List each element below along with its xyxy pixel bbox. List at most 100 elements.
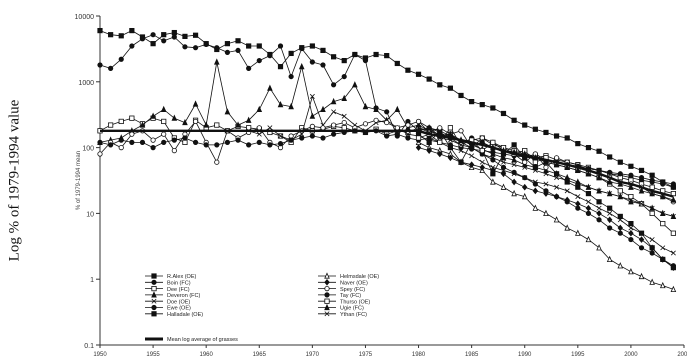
legend-label: Halladale (OE) [167,312,203,318]
data-point [628,236,634,243]
data-point [553,133,560,139]
data-point [628,172,634,178]
data-point [617,171,623,177]
data-point [500,170,507,178]
data-point [384,109,390,115]
data-point [320,135,326,141]
data-point [628,268,634,275]
data-point [151,285,157,292]
data-point [596,167,602,174]
legend-item: Doe (OE) [145,298,190,305]
data-point [324,278,330,286]
data-point [129,43,135,49]
data-point [617,230,623,236]
data-point [628,183,634,190]
data-point [564,163,571,171]
data-point [660,179,666,185]
data-point [564,196,570,204]
data-point [511,178,517,186]
inner-y-axis-label: % of 1979-1994 mean [76,151,82,210]
data-point [150,145,156,151]
data-point [543,171,549,177]
data-point [447,125,454,131]
data-point [373,105,379,113]
legend-label: Dee (FC) [167,287,190,293]
x-axis-ticks: 1950 1955 1960 1965 1970 1975 1980 1985 1990 1995… [93,345,687,358]
data-point [384,133,390,139]
data-point [511,156,517,163]
data-point [277,43,284,49]
x-tick-label: 1985 [465,352,479,358]
data-point [256,43,262,49]
data-point [203,142,209,148]
data-point [214,159,220,165]
data-point [150,32,156,38]
data-point [649,210,655,216]
data-point [118,137,124,143]
data-point [554,175,560,181]
data-point [628,225,634,231]
legend: R.Alex (OE)Boin (FC)Dee (FC)Deveron (FC)… [145,272,379,343]
data-point [97,139,103,145]
series-line [100,129,674,198]
data-point [649,205,655,211]
data-point [426,76,432,82]
data-point [543,164,549,171]
data-point [596,244,602,251]
data-point [607,205,613,211]
data-point [129,27,135,34]
data-point [575,141,581,147]
data-point [564,188,570,194]
data-point [394,131,400,137]
data-point [638,236,645,243]
data-point [670,250,676,256]
data-point [362,102,369,110]
data-point [118,56,124,62]
data-point [521,192,528,200]
data-point [192,45,199,51]
series-0 [97,27,676,190]
legend-label: Ugie (FC) [340,306,364,312]
data-point [628,197,634,203]
x-tick-label: 1990 [518,352,532,358]
data-point [129,139,135,145]
data-point [617,194,623,200]
data-point [607,169,613,175]
data-point [97,27,103,34]
data-point [341,57,347,64]
data-point [214,45,220,51]
data-point [394,125,400,131]
legend-label: Doe (OE) [167,299,190,305]
data-point [373,117,379,123]
data-point [108,32,114,38]
data-point [309,93,315,99]
data-point [192,118,199,125]
data-point [320,125,326,131]
data-point [638,167,645,174]
data-point [447,142,453,148]
data-point [596,210,602,217]
series-2 [97,115,676,197]
data-point [660,210,666,216]
data-point [532,164,538,171]
data-point [214,142,220,148]
data-point [97,62,103,68]
data-point [352,81,358,88]
data-point [235,121,241,128]
data-point [373,51,379,58]
data-point [670,230,676,236]
data-point [511,117,517,123]
data-point [415,135,422,141]
data-point [639,201,645,207]
series-layer [97,27,677,292]
y-tick-label: 0.1 [84,343,94,350]
data-point [458,128,464,134]
series-line [418,127,674,234]
data-point [426,124,432,131]
data-point [171,148,177,154]
data-point [607,154,613,160]
data-point [118,145,124,151]
data-point [203,121,209,128]
legend-item: Thurso (OE) [318,298,370,305]
data-point [468,161,475,169]
